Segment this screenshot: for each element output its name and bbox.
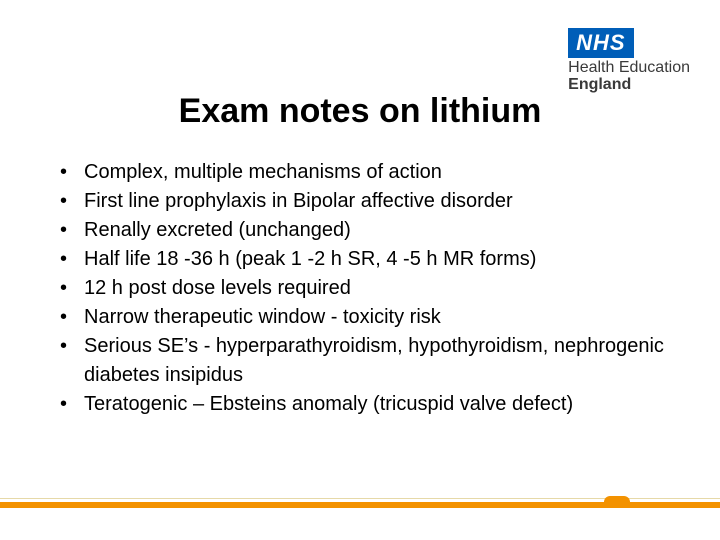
list-item: Teratogenic – Ebsteins anomaly (tricuspi…	[60, 390, 676, 419]
list-item: Narrow therapeutic window - toxicity ris…	[60, 303, 676, 332]
slide: NHS Health Education England Exam notes …	[0, 0, 720, 540]
list-item: Serious SE’s - hyperparathyroidism, hypo…	[60, 332, 676, 390]
list-item: Half life 18 -36 h (peak 1 -2 h SR, 4 -5…	[60, 245, 676, 274]
nhs-hee-logo: NHS Health Education England	[568, 28, 690, 94]
logo-subtext-line1: Health Education	[568, 60, 690, 77]
slide-title: Exam notes on lithium	[0, 92, 720, 131]
list-item: Renally excreted (unchanged)	[60, 216, 676, 245]
list-item: 12 h post dose levels required	[60, 274, 676, 303]
bullet-list: Complex, multiple mechanisms of action F…	[60, 158, 676, 419]
nhs-logo-box: NHS	[568, 28, 633, 58]
list-item: First line prophylaxis in Bipolar affect…	[60, 187, 676, 216]
footer-notch-icon	[604, 496, 630, 508]
list-item: Complex, multiple mechanisms of action	[60, 158, 676, 187]
